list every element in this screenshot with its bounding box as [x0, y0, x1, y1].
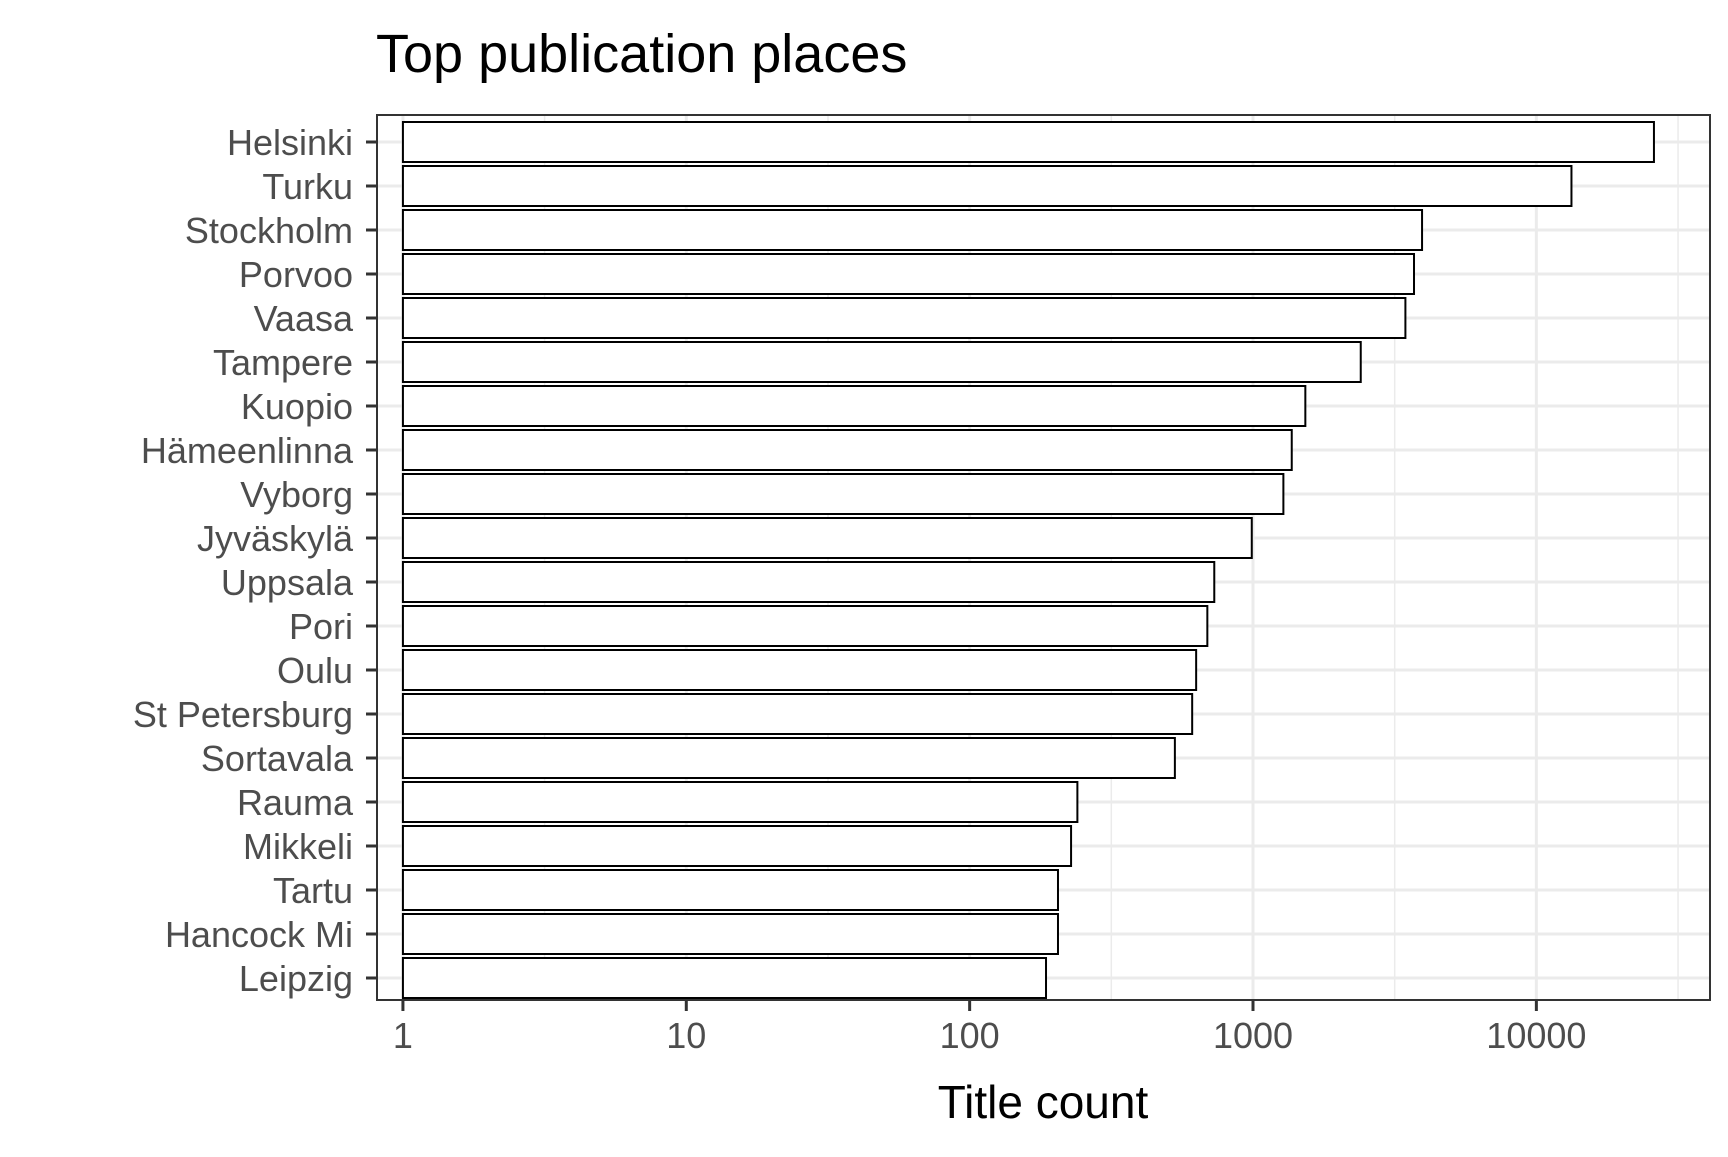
y-tick-label: Leipzig: [239, 958, 353, 999]
x-tick-label: 100: [940, 1015, 1000, 1056]
bar: [401, 517, 1253, 559]
y-tick-label: Tartu: [273, 870, 353, 911]
x-tick-label: 1: [393, 1015, 413, 1056]
y-tick-label: Uppsala: [221, 562, 354, 603]
bar: [401, 957, 1048, 999]
bar: [401, 649, 1198, 691]
y-tick-label: Tampere: [213, 342, 353, 383]
bar: [401, 913, 1059, 955]
y-tick-label: Oulu: [277, 650, 353, 691]
y-tick-label: Helsinki: [227, 122, 353, 163]
y-tick-label: Pori: [289, 606, 353, 647]
bar: [401, 561, 1216, 603]
bar: [401, 165, 1573, 207]
chart-title: Top publication places: [376, 24, 907, 84]
x-tick-label: 1000: [1213, 1015, 1293, 1056]
panel-border: [376, 114, 1711, 1001]
y-tick-label: Turku: [262, 166, 353, 207]
x-axis: 1 10 100 1000 10000: [393, 1000, 1586, 1056]
y-tick-label: Rauma: [237, 782, 354, 823]
x-tick-label: 10: [666, 1015, 706, 1056]
y-tick-label: Stockholm: [185, 210, 353, 251]
bar: [401, 473, 1285, 515]
bar: [401, 385, 1307, 427]
y-tick-label: Sortavala: [201, 738, 354, 779]
y-tick-label: St Petersburg: [133, 694, 353, 735]
bars: [401, 121, 1655, 999]
x-axis-title: Title count: [938, 1076, 1149, 1128]
bar: [401, 781, 1079, 823]
y-tick-label: Mikkeli: [243, 826, 353, 867]
y-tick-label: Hämeenlinna: [141, 430, 354, 471]
y-tick-label: Kuopio: [241, 386, 353, 427]
bar: [401, 121, 1655, 163]
bar: [401, 737, 1176, 779]
y-axis: HelsinkiTurkuStockholmPorvooVaasaTampere…: [133, 122, 377, 999]
y-tick-label: Hancock Mi: [165, 914, 353, 955]
bar: [401, 825, 1073, 867]
bar: [401, 253, 1416, 295]
bar: [401, 693, 1194, 735]
bar: [401, 605, 1209, 647]
y-tick-label: Porvoo: [239, 254, 353, 295]
bar: [401, 297, 1407, 339]
x-tick-label: 10000: [1486, 1015, 1586, 1056]
bar: [401, 209, 1424, 251]
bar: [401, 341, 1362, 383]
y-tick-label: Vaasa: [254, 298, 354, 339]
y-tick-label: Vyborg: [240, 474, 353, 515]
bar: [401, 429, 1293, 471]
bar: [401, 869, 1059, 911]
y-tick-label: Jyväskylä: [197, 518, 354, 559]
